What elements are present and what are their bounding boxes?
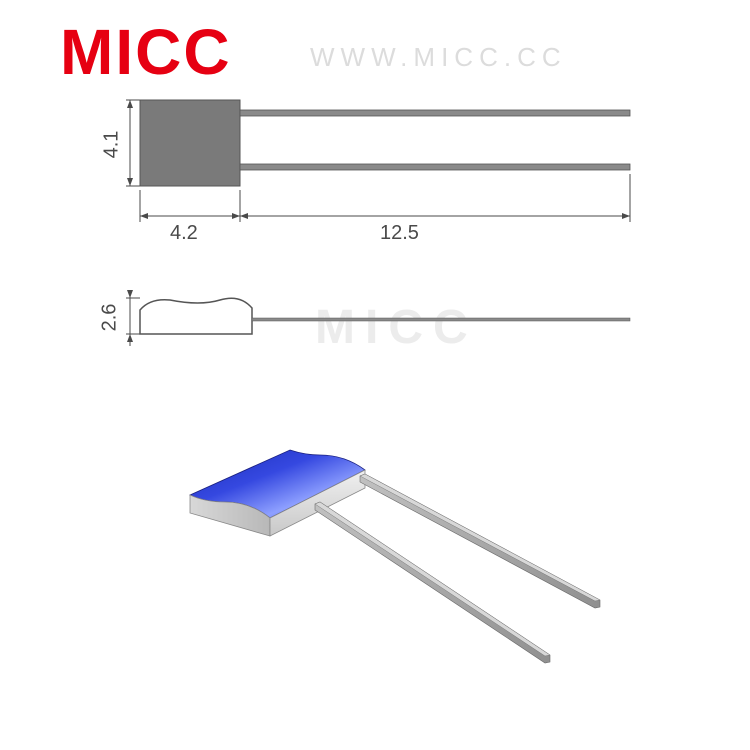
dim-width-label: 4.2 — [170, 222, 198, 245]
brand-logo: MICC — [60, 15, 232, 89]
dim-lead-label: 12.5 — [380, 222, 419, 245]
brand-url: WWW.MICC.CC — [310, 42, 567, 73]
dim-thick-label: 2.6 — [98, 304, 121, 332]
isometric-view — [170, 420, 650, 720]
side-view-drawing — [90, 290, 650, 360]
dim-height-label: 4.1 — [100, 131, 123, 159]
